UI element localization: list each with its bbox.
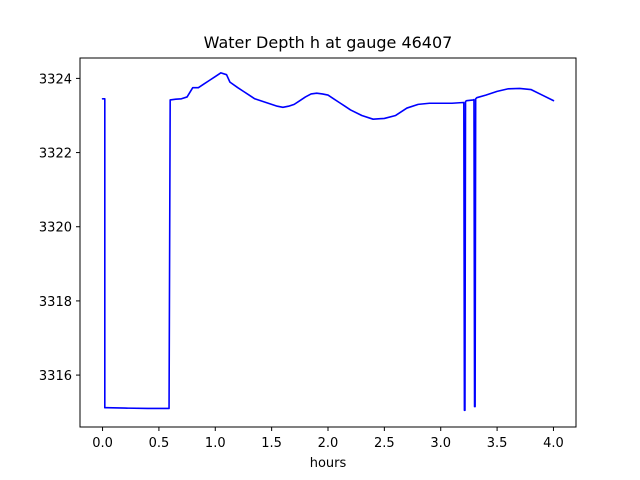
y-tick-label: 3316 — [39, 369, 72, 384]
x-axis-label: hours — [310, 456, 347, 471]
chart-title: Water Depth h at gauge 46407 — [204, 33, 453, 52]
y-tick-label: 3324 — [39, 72, 72, 87]
x-tick-label: 3.0 — [430, 436, 451, 451]
y-tick-label: 3322 — [39, 147, 72, 162]
x-tick-label: 0.0 — [92, 436, 113, 451]
x-tick-label: 3.5 — [487, 436, 508, 451]
x-tick-label: 1.5 — [261, 436, 282, 451]
y-tick-label: 3320 — [39, 221, 72, 236]
series-layer — [101, 72, 555, 412]
y-axis: 3316 3318 3320 3322 3324 — [39, 72, 80, 384]
x-tick-label: 4.0 — [543, 436, 564, 451]
x-axis: 0.0 0.5 1.0 1.5 2.0 2.5 3.0 3.5 4.0 — [92, 427, 564, 451]
x-tick-label: 1.0 — [205, 436, 226, 451]
series-line — [101, 72, 555, 412]
x-tick-label: 2.0 — [318, 436, 339, 451]
x-tick-label: 2.5 — [374, 436, 395, 451]
x-tick-label: 0.5 — [149, 436, 170, 451]
y-tick-label: 3318 — [39, 295, 72, 310]
